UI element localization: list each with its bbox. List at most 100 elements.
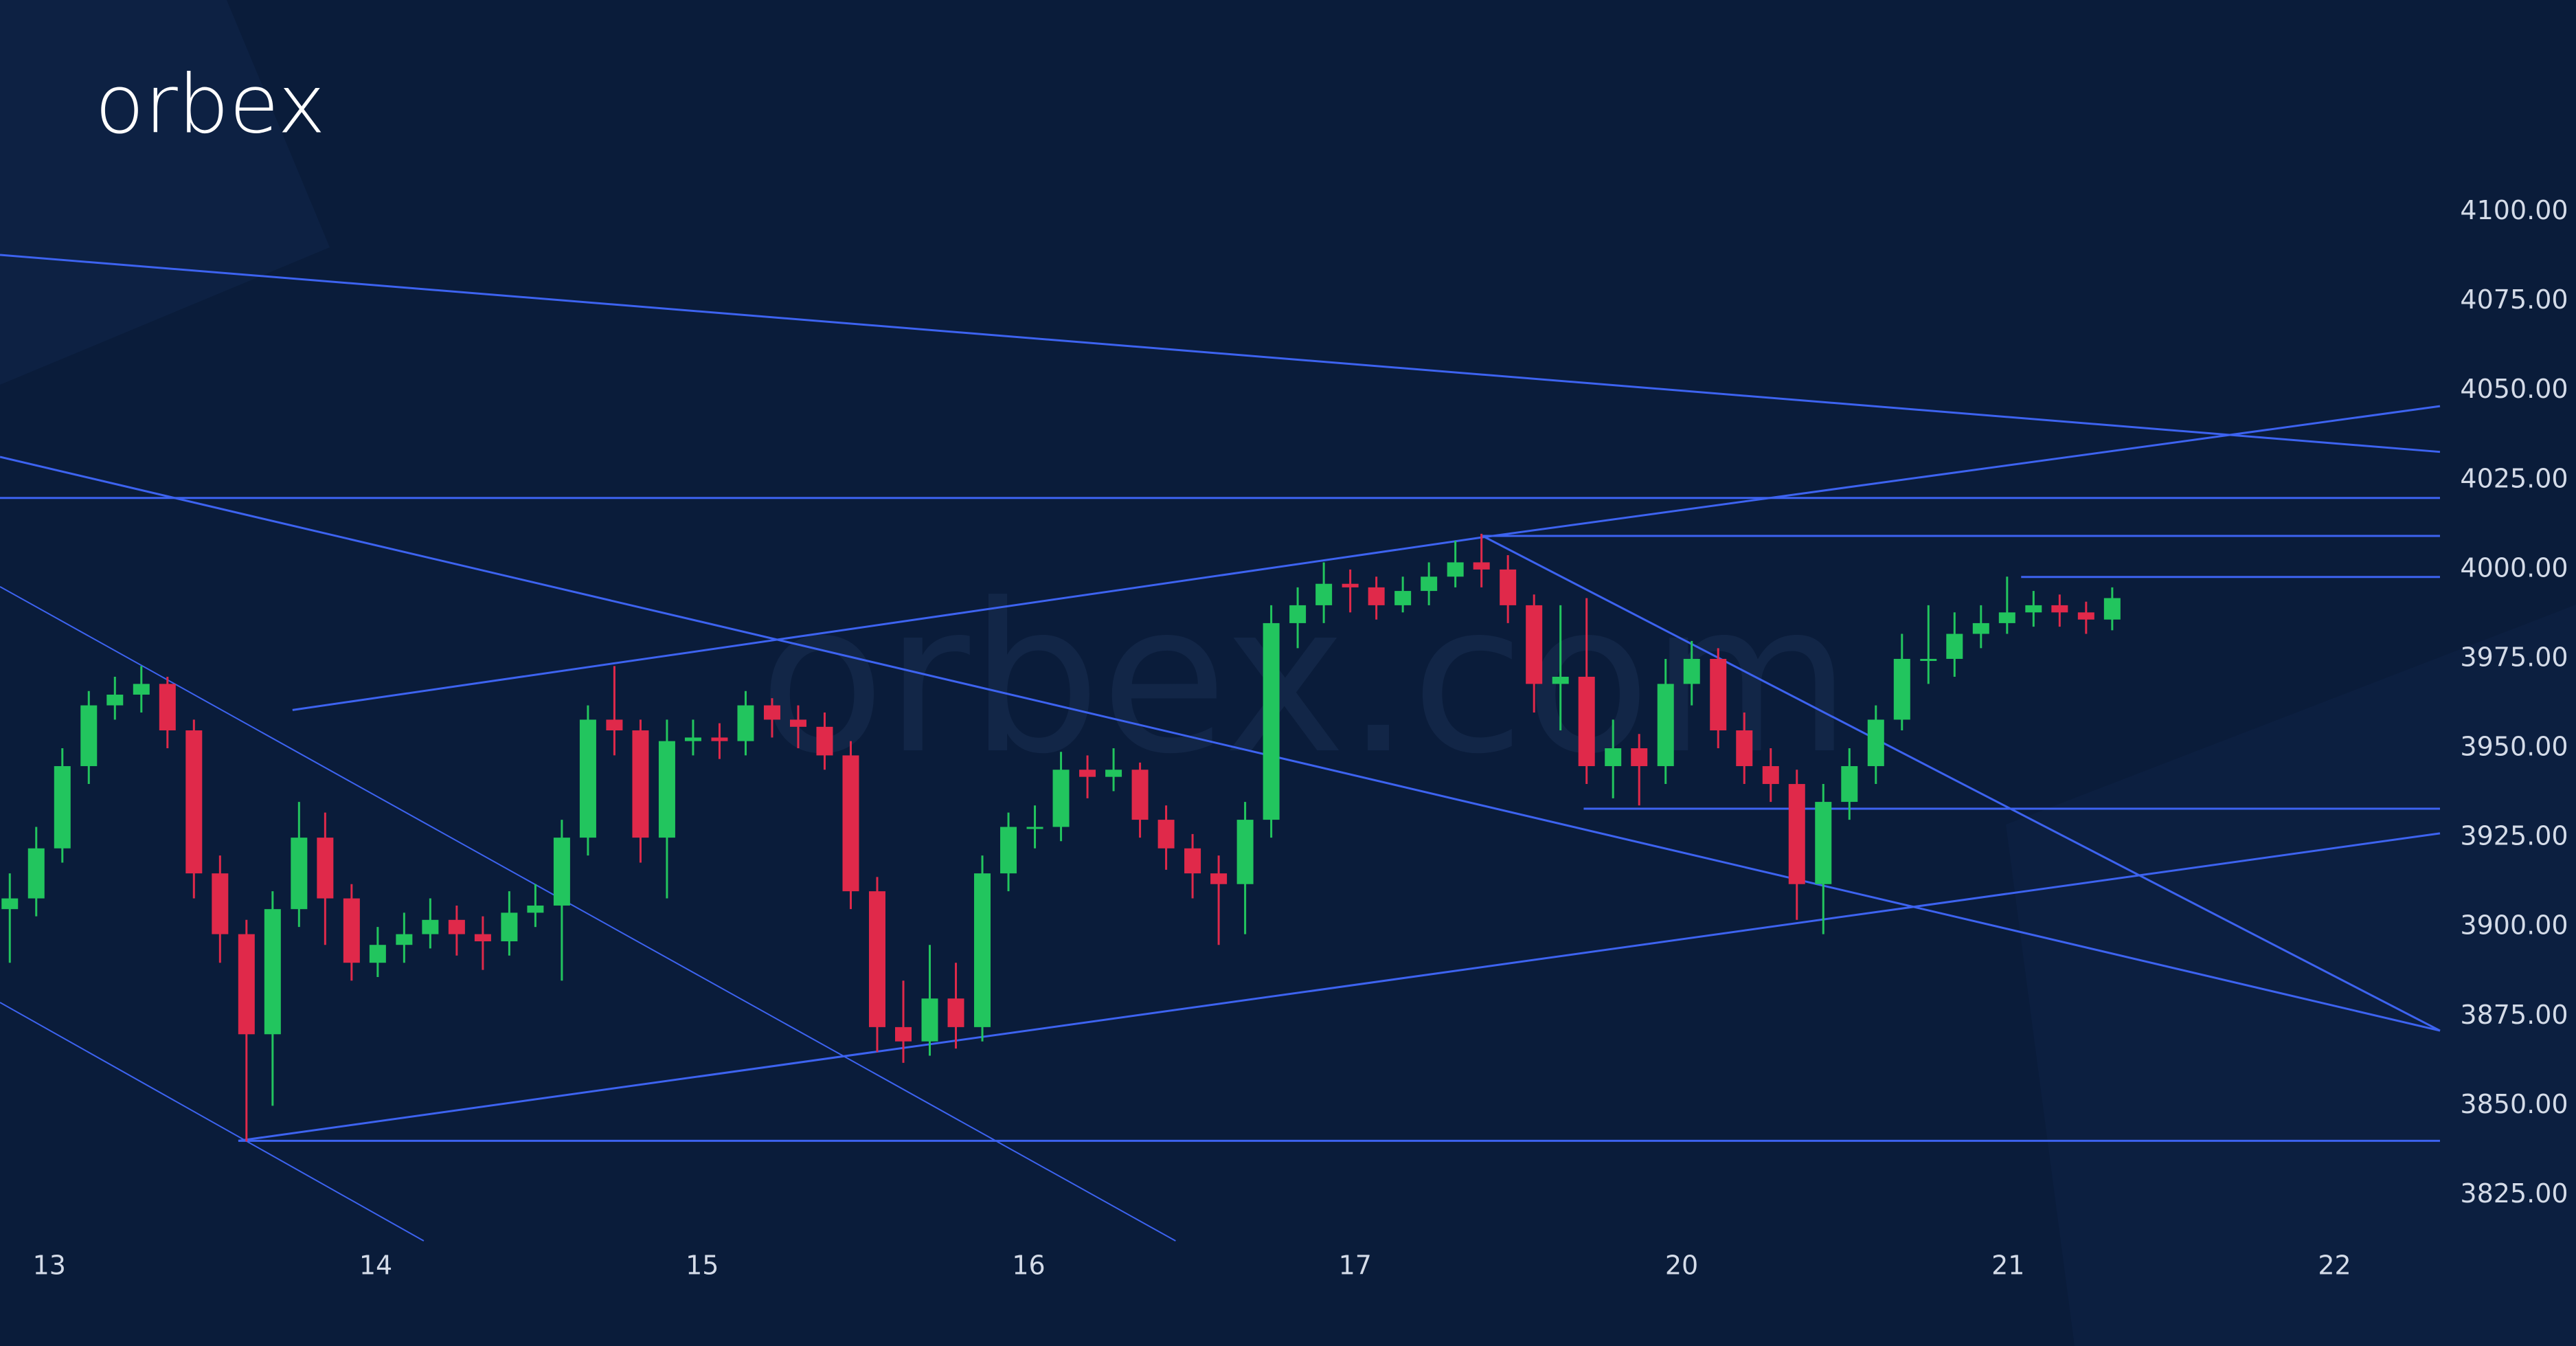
candle-body <box>1998 612 2015 623</box>
candle-body <box>1026 827 1043 829</box>
candle-body <box>1788 784 1805 884</box>
x-tick-label: 13 <box>33 1250 66 1281</box>
candle-body <box>1683 658 1700 684</box>
candle-body <box>763 705 780 720</box>
candle-body <box>106 694 124 706</box>
trend-line <box>0 1002 425 1242</box>
candle-body <box>448 919 465 934</box>
y-tick-label: 3900.00 <box>2460 910 2568 941</box>
x-tick-label: 15 <box>686 1250 719 1281</box>
candle-body <box>1552 676 1569 684</box>
candle-body <box>1289 605 1307 623</box>
trend-line <box>238 832 2441 1142</box>
candle-body <box>2077 612 2094 620</box>
candle-body <box>974 873 991 1027</box>
x-tick-label: 17 <box>1339 1250 1372 1281</box>
candle-body <box>1631 748 1648 767</box>
candle-body <box>737 705 754 741</box>
x-tick-label: 16 <box>1012 1250 1045 1281</box>
logo: orbex <box>95 56 326 151</box>
y-tick-label: 3875.00 <box>2460 1000 2568 1030</box>
candle-body <box>1315 583 1333 605</box>
candle-body <box>2025 605 2042 613</box>
candle-body <box>658 741 675 838</box>
candle-body <box>2051 605 2068 613</box>
candle-body <box>1184 848 1201 874</box>
candle-body <box>27 848 45 899</box>
candle-body <box>1263 622 1280 820</box>
candle-body <box>1867 719 1884 767</box>
candle-body <box>1447 562 1464 577</box>
candle-body <box>1052 770 1070 827</box>
candle-body <box>527 905 544 913</box>
trend-line <box>1482 535 2441 1032</box>
candle-body <box>2103 598 2121 620</box>
candle-body <box>1342 583 1359 587</box>
candle-body <box>1841 766 1858 803</box>
candle-body <box>1394 591 1412 605</box>
candle-body <box>868 891 885 1027</box>
y-tick-label: 3925.00 <box>2460 821 2568 851</box>
y-tick-label: 4100.00 <box>2460 195 2568 225</box>
x-tick-label: 22 <box>2318 1250 2351 1281</box>
trend-line <box>0 254 2441 453</box>
candle-body <box>1473 562 1490 570</box>
candle-body <box>947 998 964 1027</box>
y-tick-label: 3850.00 <box>2460 1089 2568 1119</box>
candle-body <box>842 755 859 892</box>
candle-body <box>474 934 491 941</box>
candle-body <box>816 726 833 756</box>
candle-body <box>422 919 439 934</box>
candle-body <box>317 838 334 899</box>
candle-body <box>396 934 413 945</box>
candle-body <box>553 838 570 906</box>
candle-body <box>632 730 649 838</box>
candle-body <box>343 898 360 963</box>
candle-body <box>1605 748 1622 767</box>
candle-body <box>185 730 203 874</box>
candle-body <box>1736 730 1753 767</box>
candle-body <box>133 684 150 695</box>
candle-body <box>1972 622 1989 634</box>
candle-body <box>1157 820 1175 849</box>
candle-body <box>159 684 176 731</box>
candle-body <box>1079 770 1096 777</box>
decor <box>0 0 330 385</box>
candle-body <box>1762 766 1779 785</box>
candle-body <box>1368 587 1385 605</box>
y-tick-label: 4000.00 <box>2460 552 2568 583</box>
candle-body <box>895 1027 912 1042</box>
candle-body <box>1946 633 1963 659</box>
x-tick-label: 21 <box>1991 1250 2024 1281</box>
candle-body <box>1893 658 1910 720</box>
candle-body <box>1920 658 1937 661</box>
candle-body <box>264 909 281 1035</box>
y-tick-label: 4075.00 <box>2460 284 2568 315</box>
candle-body <box>1105 770 1122 777</box>
candle-body <box>1421 576 1438 592</box>
y-tick-label: 3825.00 <box>2460 1178 2568 1209</box>
y-tick-label: 3975.00 <box>2460 642 2568 672</box>
candle-body <box>1236 820 1254 884</box>
candle-body <box>80 705 98 767</box>
candle-body <box>1526 605 1543 684</box>
candle-body <box>579 719 596 838</box>
candle-body <box>212 873 229 934</box>
candle-body <box>1815 802 1832 884</box>
candle-body <box>1710 658 1727 731</box>
candle-body <box>1000 827 1017 874</box>
candle-body <box>54 766 71 849</box>
candle-body <box>369 945 386 963</box>
candle-body <box>789 719 806 727</box>
candle-body <box>684 737 701 741</box>
candle-body <box>1500 569 1517 605</box>
candle-body <box>1 898 19 910</box>
candle-body <box>291 838 308 910</box>
x-tick-label: 14 <box>359 1250 392 1281</box>
trend-line <box>0 456 2441 1032</box>
decor <box>2006 605 2576 1346</box>
trend-line <box>0 585 1176 1242</box>
candle-body <box>1578 676 1595 767</box>
x-tick-label: 20 <box>1665 1250 1698 1281</box>
